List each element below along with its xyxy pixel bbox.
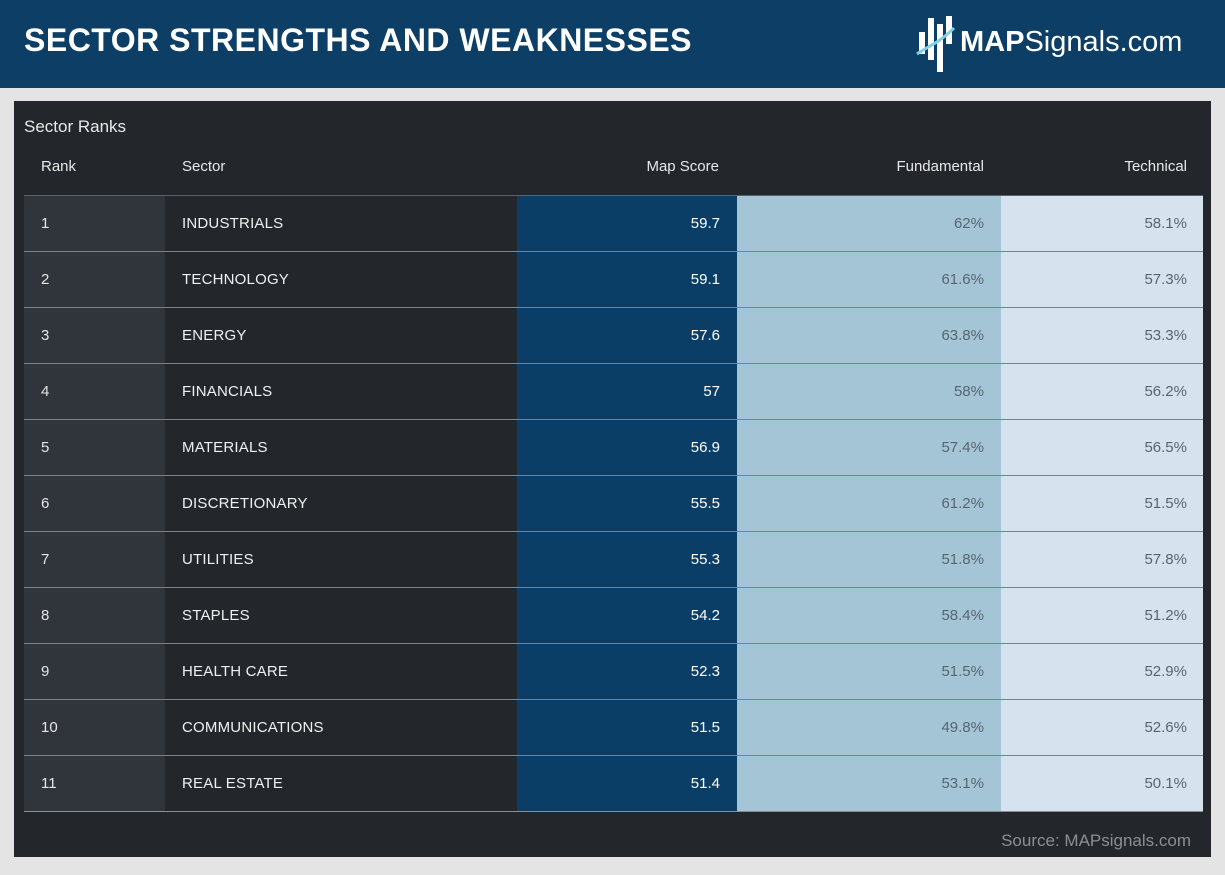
- cell-technical: 57.3%: [1001, 252, 1203, 307]
- cell-sector: REAL ESTATE: [165, 756, 517, 811]
- cell-fundamental: 57.4%: [737, 420, 1001, 475]
- table-row: 7 UTILITIES 55.3 51.8% 57.8%: [24, 532, 1203, 588]
- cell-sector: INDUSTRIALS: [165, 196, 517, 251]
- table-row: 11 REAL ESTATE 51.4 53.1% 50.1%: [24, 756, 1203, 812]
- cell-technical: 57.8%: [1001, 532, 1203, 587]
- cell-sector: HEALTH CARE: [165, 644, 517, 699]
- cell-sector: COMMUNICATIONS: [165, 700, 517, 755]
- cell-rank: 8: [24, 588, 165, 643]
- cell-fundamental: 51.8%: [737, 532, 1001, 587]
- col-header-technical: Technical: [1124, 158, 1187, 175]
- cell-map-score: 59.7: [517, 196, 737, 251]
- cell-map-score: 57: [517, 364, 737, 419]
- sector-ranks-panel: Sector Ranks Rank Sector Map Score Funda…: [14, 101, 1211, 857]
- cell-fundamental: 61.2%: [737, 476, 1001, 531]
- table-row: 9 HEALTH CARE 52.3 51.5% 52.9%: [24, 644, 1203, 700]
- cell-technical: 52.9%: [1001, 644, 1203, 699]
- cell-fundamental: 61.6%: [737, 252, 1001, 307]
- cell-technical: 56.5%: [1001, 420, 1203, 475]
- cell-map-score: 51.4: [517, 756, 737, 811]
- cell-map-score: 57.6: [517, 308, 737, 363]
- cell-sector: FINANCIALS: [165, 364, 517, 419]
- cell-fundamental: 63.8%: [737, 308, 1001, 363]
- mapsignals-logo: MAPSignals.com: [916, 14, 1206, 74]
- cell-sector: TECHNOLOGY: [165, 252, 517, 307]
- cell-fundamental: 58%: [737, 364, 1001, 419]
- cell-map-score: 59.1: [517, 252, 737, 307]
- table-row: 8 STAPLES 54.2 58.4% 51.2%: [24, 588, 1203, 644]
- cell-rank: 4: [24, 364, 165, 419]
- cell-map-score: 51.5: [517, 700, 737, 755]
- cell-rank: 11: [24, 756, 165, 811]
- cell-sector: STAPLES: [165, 588, 517, 643]
- cell-fundamental: 53.1%: [737, 756, 1001, 811]
- cell-technical: 58.1%: [1001, 196, 1203, 251]
- cell-sector: MATERIALS: [165, 420, 517, 475]
- cell-sector: ENERGY: [165, 308, 517, 363]
- cell-technical: 56.2%: [1001, 364, 1203, 419]
- table-body: 1 INDUSTRIALS 59.7 62% 58.1% 2 TECHNOLOGY 59.1 6…: [24, 196, 1203, 812]
- cell-map-score: 55.5: [517, 476, 737, 531]
- table-row: 10 COMMUNICATIONS 51.5 49.8% 52.6%: [24, 700, 1203, 756]
- col-header-fundamental: Fundamental: [896, 158, 984, 175]
- cell-map-score: 55.3: [517, 532, 737, 587]
- cell-technical: 51.5%: [1001, 476, 1203, 531]
- cell-technical: 52.6%: [1001, 700, 1203, 755]
- logo-map-text: MAP: [960, 26, 1025, 58]
- cell-map-score: 54.2: [517, 588, 737, 643]
- cell-map-score: 56.9: [517, 420, 737, 475]
- source-note: Source: MAPsignals.com: [1001, 831, 1191, 850]
- col-header-sector: Sector: [182, 158, 226, 175]
- cell-fundamental: 62%: [737, 196, 1001, 251]
- cell-rank: 10: [24, 700, 165, 755]
- header-bar: SECTOR STRENGTHS AND WEAKNESSES MAPSigna…: [0, 0, 1225, 88]
- logo-wordmark: MAPSignals.com: [960, 26, 1182, 59]
- table-row: 1 INDUSTRIALS 59.7 62% 58.1%: [24, 196, 1203, 252]
- cell-map-score: 52.3: [517, 644, 737, 699]
- col-header-rank: Rank: [41, 158, 77, 175]
- cell-fundamental: 51.5%: [737, 644, 1001, 699]
- cell-technical: 53.3%: [1001, 308, 1203, 363]
- table-row: 6 DISCRETIONARY 55.5 61.2% 51.5%: [24, 476, 1203, 532]
- logo-signals-text: Signals.com: [1024, 26, 1183, 58]
- table-title: Sector Ranks: [24, 117, 127, 136]
- cell-rank: 3: [24, 308, 165, 363]
- logo-mark-icon: [916, 16, 956, 72]
- cell-rank: 1: [24, 196, 165, 251]
- cell-technical: 51.2%: [1001, 588, 1203, 643]
- col-header-map-score: Map Score: [646, 158, 719, 175]
- cell-fundamental: 58.4%: [737, 588, 1001, 643]
- cell-technical: 50.1%: [1001, 756, 1203, 811]
- table-row: 2 TECHNOLOGY 59.1 61.6% 57.3%: [24, 252, 1203, 308]
- table-row: 4 FINANCIALS 57 58% 56.2%: [24, 364, 1203, 420]
- cell-rank: 5: [24, 420, 165, 475]
- header-divider: [24, 195, 1203, 196]
- cell-rank: 6: [24, 476, 165, 531]
- cell-rank: 7: [24, 532, 165, 587]
- table-row: 5 MATERIALS 56.9 57.4% 56.5%: [24, 420, 1203, 476]
- cell-fundamental: 49.8%: [737, 700, 1001, 755]
- cell-rank: 2: [24, 252, 165, 307]
- cell-rank: 9: [24, 644, 165, 699]
- cell-sector: UTILITIES: [165, 532, 517, 587]
- cell-sector: DISCRETIONARY: [165, 476, 517, 531]
- table-row: 3 ENERGY 57.6 63.8% 53.3%: [24, 308, 1203, 364]
- page-title: SECTOR STRENGTHS AND WEAKNESSES: [24, 22, 693, 58]
